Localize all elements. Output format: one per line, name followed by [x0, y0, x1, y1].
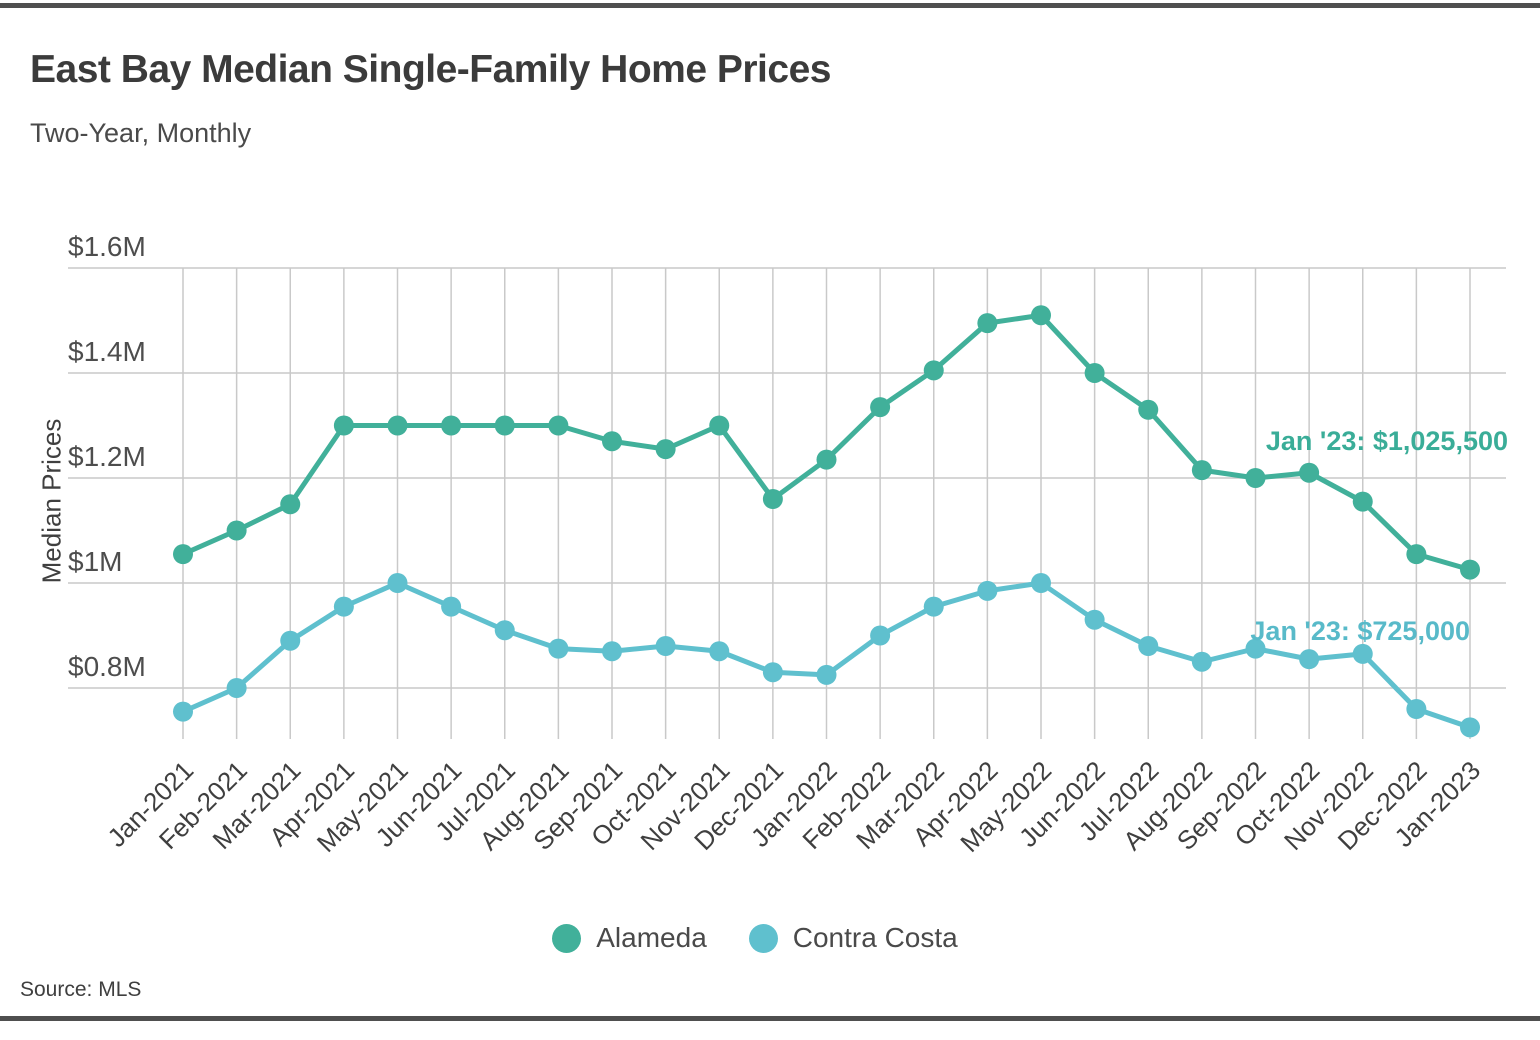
bottom-border-rule [0, 1016, 1540, 1021]
y-tick-label: $0.8M [68, 651, 146, 682]
legend-label-contra-costa: Contra Costa [792, 922, 958, 953]
data-point-contra-costa [173, 701, 193, 722]
y-tick-label: $1.6M [68, 231, 146, 262]
data-point-alameda [173, 544, 193, 565]
data-point-alameda [655, 439, 676, 460]
data-point-alameda [1352, 491, 1373, 512]
data-point-alameda [602, 431, 622, 452]
data-point-contra-costa [548, 638, 569, 659]
data-point-contra-costa [333, 596, 354, 617]
data-point-alameda [923, 360, 944, 381]
data-point-alameda [333, 415, 354, 436]
data-point-contra-costa [1031, 573, 1051, 593]
legend-item-alameda: Alameda [552, 922, 707, 954]
data-point-contra-costa [387, 573, 408, 593]
legend-label-alameda: Alameda [596, 922, 707, 953]
data-point-alameda [709, 415, 730, 436]
data-point-contra-costa [494, 620, 515, 641]
data-point-alameda [1031, 305, 1051, 326]
y-tick-label: $1.2M [68, 441, 146, 472]
legend: Alameda Contra Costa [0, 922, 1510, 954]
data-point-contra-costa [1352, 643, 1373, 664]
y-tick-label: $1.4M [68, 336, 146, 367]
data-point-contra-costa [280, 630, 301, 651]
data-point-contra-costa [870, 625, 891, 646]
data-point-contra-costa [441, 596, 462, 617]
data-point-alameda [1406, 544, 1427, 565]
data-point-alameda [1191, 460, 1212, 481]
data-point-contra-costa [1138, 636, 1159, 656]
data-point-alameda [977, 313, 998, 334]
annotation-alameda-jan23: Jan '23: $1,025,500 [1266, 426, 1508, 456]
data-point-alameda [762, 489, 783, 509]
annotation-contra-costa-jan23: Jan '23: $725,000 [1250, 616, 1470, 646]
data-point-contra-costa [1084, 609, 1105, 630]
data-point-contra-costa [602, 641, 622, 662]
data-point-alameda [1084, 363, 1105, 383]
data-point-contra-costa [655, 636, 676, 656]
data-point-alameda [494, 415, 515, 436]
data-point-contra-costa [1460, 717, 1480, 738]
data-point-contra-costa [1191, 651, 1212, 672]
legend-swatch-contra-costa [748, 923, 778, 953]
data-point-contra-costa [762, 662, 783, 683]
y-tick-label: $1M [68, 546, 122, 577]
source-note: Source: MLS [20, 978, 141, 1002]
data-point-alameda [387, 415, 408, 436]
chart-title: East Bay Median Single-Family Home Price… [30, 48, 831, 91]
data-point-alameda [1245, 468, 1266, 488]
top-border-rule [0, 3, 1540, 8]
data-point-contra-costa [923, 596, 944, 617]
data-point-alameda [1460, 559, 1480, 580]
data-point-alameda [816, 449, 837, 470]
legend-swatch-alameda [552, 923, 582, 953]
data-point-contra-costa [1299, 649, 1320, 670]
data-point-contra-costa [226, 678, 247, 698]
legend-item-contra-costa: Contra Costa [748, 922, 958, 954]
source-text: Source: MLS [20, 978, 142, 1001]
data-point-contra-costa [1406, 699, 1427, 719]
data-point-alameda [1299, 462, 1320, 483]
data-point-alameda [1138, 399, 1159, 420]
data-point-alameda [280, 494, 301, 515]
data-point-alameda [226, 520, 247, 541]
data-point-alameda [548, 415, 569, 436]
data-point-contra-costa [709, 641, 730, 662]
data-point-alameda [441, 415, 462, 436]
data-point-contra-costa [816, 664, 837, 685]
data-point-contra-costa [1245, 638, 1266, 659]
data-point-contra-costa [977, 580, 998, 601]
chart-subtitle: Two-Year, Monthly [30, 118, 252, 148]
data-point-alameda [870, 397, 891, 418]
